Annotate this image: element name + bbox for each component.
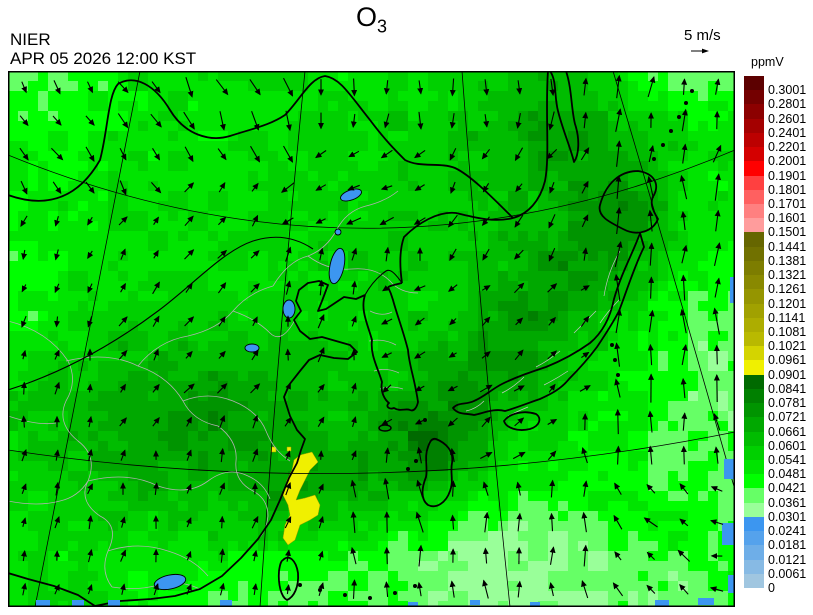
legend-swatch [744,388,764,404]
legend-swatch [744,417,764,432]
wind-vectors [19,74,724,599]
legend-value: 0.0901 [768,367,807,382]
legend-swatch [744,403,764,418]
legend-value: 0.0541 [768,452,807,467]
concentration-mosaic [8,71,735,607]
legend-swatch [744,275,764,290]
legend-value: 0.0301 [768,509,807,524]
legend-value: 0.3001 [768,82,807,97]
legend-value: 0.1321 [768,267,807,282]
legend-swatch [744,260,764,276]
legend-value: 0.1601 [768,210,807,225]
legend-value: 0.1801 [768,182,807,197]
pollutant-subscript: 3 [377,16,388,37]
legend-value: 0.1021 [768,338,807,353]
legend-swatch [744,573,764,589]
legend-value: 0.1081 [768,324,807,339]
legend-swatch [744,474,764,489]
legend-value: 0.1701 [768,196,807,211]
lakes [36,188,735,607]
legend-swatch [744,488,764,504]
legend-value: 0 [768,580,775,595]
legend-swatch [744,331,764,347]
legend-swatch [744,531,764,546]
legend-value: 0.0241 [768,523,807,538]
legend-swatch [744,104,764,120]
legend-value: 0.0721 [768,410,807,425]
legend-swatch [744,132,764,148]
legend-value: 0.2801 [768,97,807,112]
legend-value: 0.0781 [768,395,807,410]
legend-value: 0.0841 [768,381,807,396]
legend-swatch [744,502,764,518]
legend-value: 0.1441 [768,239,807,254]
legend-swatch [744,346,764,361]
legend-value: 0.2601 [768,111,807,126]
legend-value: 0.0961 [768,353,807,368]
legend-value: 0.1381 [768,253,807,268]
legend-swatch [744,445,764,461]
country-borders [8,236,403,391]
legend-swatch [744,246,764,262]
legend-value: 0.0601 [768,438,807,453]
high-ozone-patch [270,446,321,546]
legend-swatch [744,175,764,191]
legend-value: 0.1501 [768,225,807,240]
legend-swatch [744,289,764,304]
legend-swatch [744,76,764,91]
datetime-label: APR 05 2026 12:00 KST [10,49,197,68]
legend-swatch [744,147,764,162]
legend-value: 0.1201 [768,296,807,311]
legend-swatch [744,203,764,219]
legend-swatch [744,317,764,333]
legend-value: 0.0121 [768,552,807,567]
legend-value: 0.0661 [768,424,807,439]
legend-swatch [744,516,764,532]
pollutant-symbol: O [355,2,377,32]
legend-swatch [744,431,764,447]
legend-swatch [744,118,764,134]
legend-unit-label: ppmV [751,55,784,69]
legend-swatch [744,459,764,475]
legend-swatch [744,360,764,376]
legend-swatch [744,232,764,248]
legend-swatch [744,374,764,390]
legend-value: 0.0361 [768,495,807,510]
legend-swatch [744,189,764,205]
legend-value: 0.1141 [768,310,806,325]
legend-value: 0.0061 [768,566,807,581]
legend-swatch [744,303,764,319]
wind-reference-arrow-icon [691,48,709,54]
legend-value: 0.1901 [768,168,807,183]
graticule-lines [8,71,735,607]
legend-swatch [744,545,764,560]
legend-swatch [744,161,764,176]
legend-swatch [744,90,764,105]
legend-value: 0.0181 [768,538,807,553]
wind-scale-label: 5 m/s [684,27,721,44]
legend-swatch [744,218,764,233]
legend-value: 0.0421 [768,481,807,496]
legend-value: 0.0481 [768,466,807,481]
legend-value: 0.2201 [768,139,807,154]
map-canvas [8,71,735,607]
agency-label: NIER [10,30,51,49]
legend-value: 0.2401 [768,125,807,140]
map-frame [8,71,735,607]
legend-value: 0.2001 [768,154,807,169]
legend-swatch [744,559,764,575]
legend-value: 0.1261 [768,282,807,297]
page-title: O3 [0,2,743,37]
